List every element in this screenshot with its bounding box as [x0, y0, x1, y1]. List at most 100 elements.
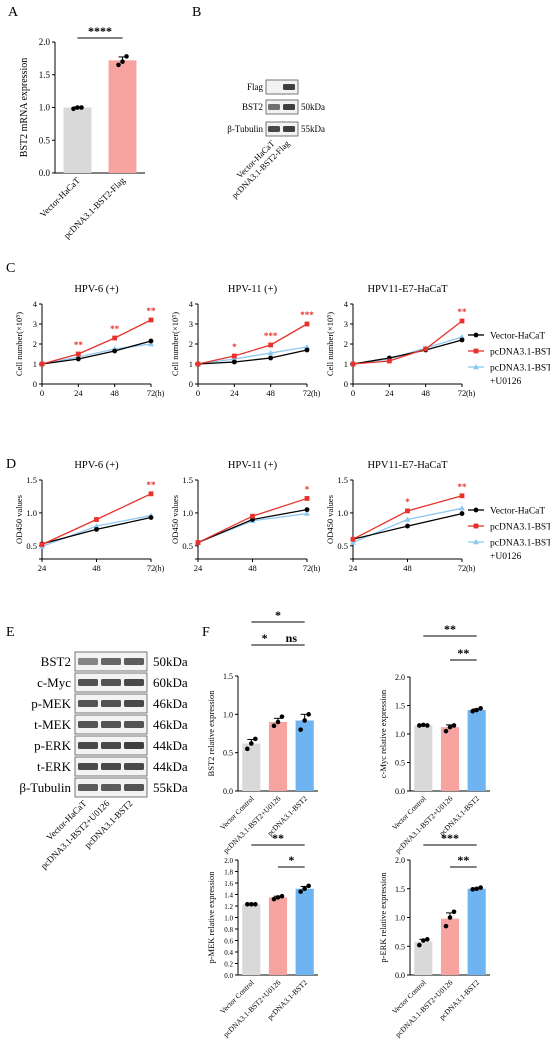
data-point — [459, 318, 465, 324]
data-point — [350, 536, 356, 542]
x-tick-label: 72 — [303, 563, 312, 573]
y-tick-label: 0.5 — [395, 942, 405, 951]
data-point — [304, 507, 310, 513]
blot-size-label: 44kDa — [153, 738, 188, 753]
series-line — [197, 346, 308, 365]
bar — [295, 888, 314, 975]
y-tick-label: 3 — [189, 319, 193, 329]
blot-band — [78, 742, 98, 749]
y-axis-label: c-Myc relative expression — [378, 689, 388, 778]
bar — [242, 743, 261, 791]
x-tick-label: 48 — [248, 563, 257, 573]
blot-strip — [265, 121, 299, 137]
data-point — [275, 895, 281, 900]
series-line — [197, 349, 308, 365]
legend-marker — [473, 523, 479, 529]
y-tick-label: 1.5 — [39, 70, 51, 80]
series-line — [197, 323, 308, 365]
blot-row-label: c-Myc — [37, 675, 71, 690]
data-point — [459, 337, 465, 343]
y-tick-label: 0.0 — [39, 168, 51, 178]
blot-band — [124, 700, 144, 707]
panel-a-bar-chart: 0.00.51.01.52.0Vector-HaCaTpcDNA3.1-BST2… — [19, 24, 145, 241]
x-axis-unit: (h) — [311, 564, 321, 573]
blot-row-label: BST2 — [242, 102, 263, 112]
y-tick-label: 1.0 — [224, 915, 233, 923]
blot-band — [101, 742, 121, 749]
x-tick-label: 72 — [458, 563, 467, 573]
legend-marker — [473, 364, 479, 370]
data-point — [459, 505, 465, 511]
chart-title: HPV11-E7-HaCaT — [367, 284, 448, 295]
panel-label-c: C — [6, 261, 15, 276]
blot-row-label: Flag — [247, 82, 264, 92]
data-point — [249, 901, 254, 907]
y-axis-label: OD450 values — [170, 495, 180, 544]
data-point — [250, 513, 255, 519]
legend-label: Vector-HaCaT — [490, 332, 545, 342]
y-tick-label: 1 — [344, 359, 348, 369]
data-point — [124, 54, 129, 59]
chart-title: HPV-11 (+) — [228, 284, 278, 295]
blot-band — [78, 700, 98, 707]
blot-band — [124, 784, 144, 791]
blot-band — [101, 721, 121, 728]
significance-label: *** — [300, 310, 314, 320]
data-point — [195, 361, 201, 367]
y-tick-label: 0.8 — [224, 926, 233, 934]
data-point — [478, 706, 483, 711]
significance-label: * — [305, 484, 310, 494]
y-axis-label: Cell number(×10⁵) — [325, 312, 335, 376]
x-axis-unit: (h) — [311, 389, 321, 398]
data-point — [417, 942, 422, 948]
data-point — [245, 746, 250, 752]
data-point — [459, 334, 465, 340]
significance-label: ** — [272, 831, 284, 845]
bar — [440, 918, 460, 975]
x-tick-label: 24 — [230, 388, 239, 398]
blot-size-label: 50kDa — [153, 654, 188, 669]
data-point — [421, 722, 426, 728]
data-point — [474, 886, 479, 892]
x-tick-label: 72 — [147, 563, 156, 573]
x-tick-label: 24 — [385, 388, 394, 398]
data-point — [302, 718, 307, 723]
y-tick-label: 1.0 — [395, 914, 405, 923]
y-tick-label: 1.5 — [337, 475, 348, 485]
data-point — [279, 714, 285, 719]
series-line — [352, 320, 463, 365]
y-axis-label: BST2 mRNA expression — [19, 58, 30, 157]
y-axis-label: OD450 values — [14, 495, 24, 544]
blot-size-label: 55kDa — [153, 780, 188, 795]
legend-label: pcDNA3.1-BST2 — [490, 364, 550, 374]
panel-label-e: E — [6, 625, 15, 640]
blot-band — [283, 104, 295, 110]
significance-label: * — [288, 853, 294, 867]
data-point — [405, 508, 410, 514]
data-point — [350, 361, 356, 367]
data-point — [148, 338, 154, 344]
series-line — [41, 340, 152, 365]
legend-marker — [473, 332, 479, 338]
data-point — [275, 719, 281, 725]
x-tick-label: 48 — [92, 563, 101, 573]
y-tick-label: 1 — [33, 359, 37, 369]
bar — [295, 720, 314, 791]
blot-row-label: p-ERK — [34, 738, 71, 753]
data-point — [447, 915, 453, 920]
data-point — [79, 105, 84, 110]
blot-row-label: β-Tubulin — [19, 780, 71, 795]
blot-strip — [265, 79, 299, 95]
bar — [440, 727, 460, 791]
y-tick-label: 1.0 — [39, 103, 51, 113]
blot-band — [268, 126, 280, 132]
blot-strip — [265, 99, 299, 115]
data-point — [306, 712, 311, 717]
blot-band — [78, 721, 98, 728]
x-axis-unit: (h) — [466, 564, 476, 573]
data-point — [75, 356, 81, 362]
data-point — [231, 359, 237, 365]
data-point — [279, 893, 285, 899]
y-tick-label: 3 — [33, 319, 37, 329]
